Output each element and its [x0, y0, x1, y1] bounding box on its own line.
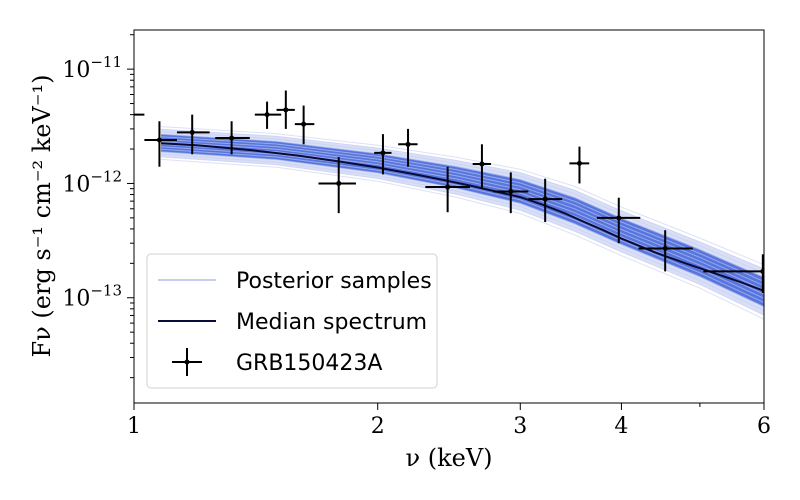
y-tick-label: 10−12 — [62, 167, 122, 197]
data-point-marker — [479, 161, 485, 167]
posterior-sample-line — [161, 158, 764, 320]
x-tick-label: 6 — [757, 414, 771, 439]
data-point-marker — [576, 160, 582, 166]
x-tick-label: 2 — [371, 414, 385, 439]
median-spectrum-layer — [161, 142, 764, 292]
data-point — [638, 230, 693, 272]
data-point-marker — [662, 245, 668, 251]
legend-label-posterior: Posterior samples — [236, 269, 432, 294]
posterior-sample-line — [161, 133, 764, 278]
data-point — [176, 114, 210, 155]
data-point — [294, 105, 315, 145]
data-point-marker — [336, 180, 342, 186]
data-point — [472, 144, 491, 189]
data-point-marker — [229, 135, 235, 141]
median-spectrum-line — [161, 142, 764, 292]
data-point-marker — [760, 268, 764, 274]
posterior-sample-line — [161, 156, 764, 316]
axis-ticks: 1 2 3 4 6 10−11 10−12 10−13 — [62, 34, 771, 439]
data-point — [596, 197, 641, 244]
data-point-marker — [264, 112, 270, 118]
posterior-sample-line — [161, 148, 764, 303]
data-point — [703, 254, 764, 294]
data-point — [569, 146, 590, 184]
data-point-marker — [301, 121, 307, 127]
plot-frame — [133, 29, 765, 404]
data-point-marker — [508, 189, 514, 195]
data-point — [144, 121, 177, 167]
data-point-marker — [445, 184, 451, 190]
legend-box — [146, 253, 438, 389]
posterior-sample-line — [161, 128, 764, 270]
posterior-sample-line — [161, 143, 764, 295]
data-point — [425, 166, 470, 213]
posterior-sample-line — [161, 138, 764, 287]
data-point-marker — [380, 150, 386, 156]
y-tick-label: 10−11 — [62, 53, 122, 83]
data-point — [528, 178, 563, 222]
legend-errorbar-swatch-dot — [184, 359, 190, 365]
data-point — [493, 172, 529, 214]
posterior-sample-line — [161, 153, 764, 312]
data-point-marker — [189, 129, 195, 135]
posterior-sample-line — [161, 151, 764, 308]
legend-label-median: Median spectrum — [236, 310, 427, 335]
data-point — [215, 121, 250, 155]
x-tick-label: 1 — [127, 414, 141, 439]
posterior-sample-line — [161, 126, 764, 266]
data-point-marker — [405, 141, 411, 147]
data-point-marker — [542, 196, 548, 202]
y-axis-label: Fν (erg s⁻¹ cm⁻² keV⁻¹) — [28, 75, 56, 358]
posterior-sample-line — [161, 131, 764, 274]
data-point — [134, 113, 145, 116]
data-point — [318, 157, 356, 214]
data-point-marker — [283, 107, 289, 113]
posterior-sample-line — [161, 136, 764, 282]
x-axis-label: ν (keV) — [405, 444, 492, 472]
data-point-marker — [156, 137, 162, 143]
posterior-band-core — [161, 134, 764, 307]
data-point — [254, 101, 282, 129]
legend-label-grb: GRB150423A — [236, 351, 382, 376]
data-point-marker — [616, 215, 622, 221]
x-tick-label: 3 — [513, 414, 527, 439]
y-tick-label: 10−13 — [62, 282, 122, 312]
data-point — [276, 90, 295, 129]
data-point — [398, 128, 418, 167]
data-point — [374, 134, 392, 175]
legend: Posterior samples Median spectrum GRB150… — [146, 253, 438, 389]
data-points-layer — [134, 90, 764, 294]
x-tick-label: 4 — [614, 414, 628, 439]
posterior-sample-line — [161, 141, 764, 291]
